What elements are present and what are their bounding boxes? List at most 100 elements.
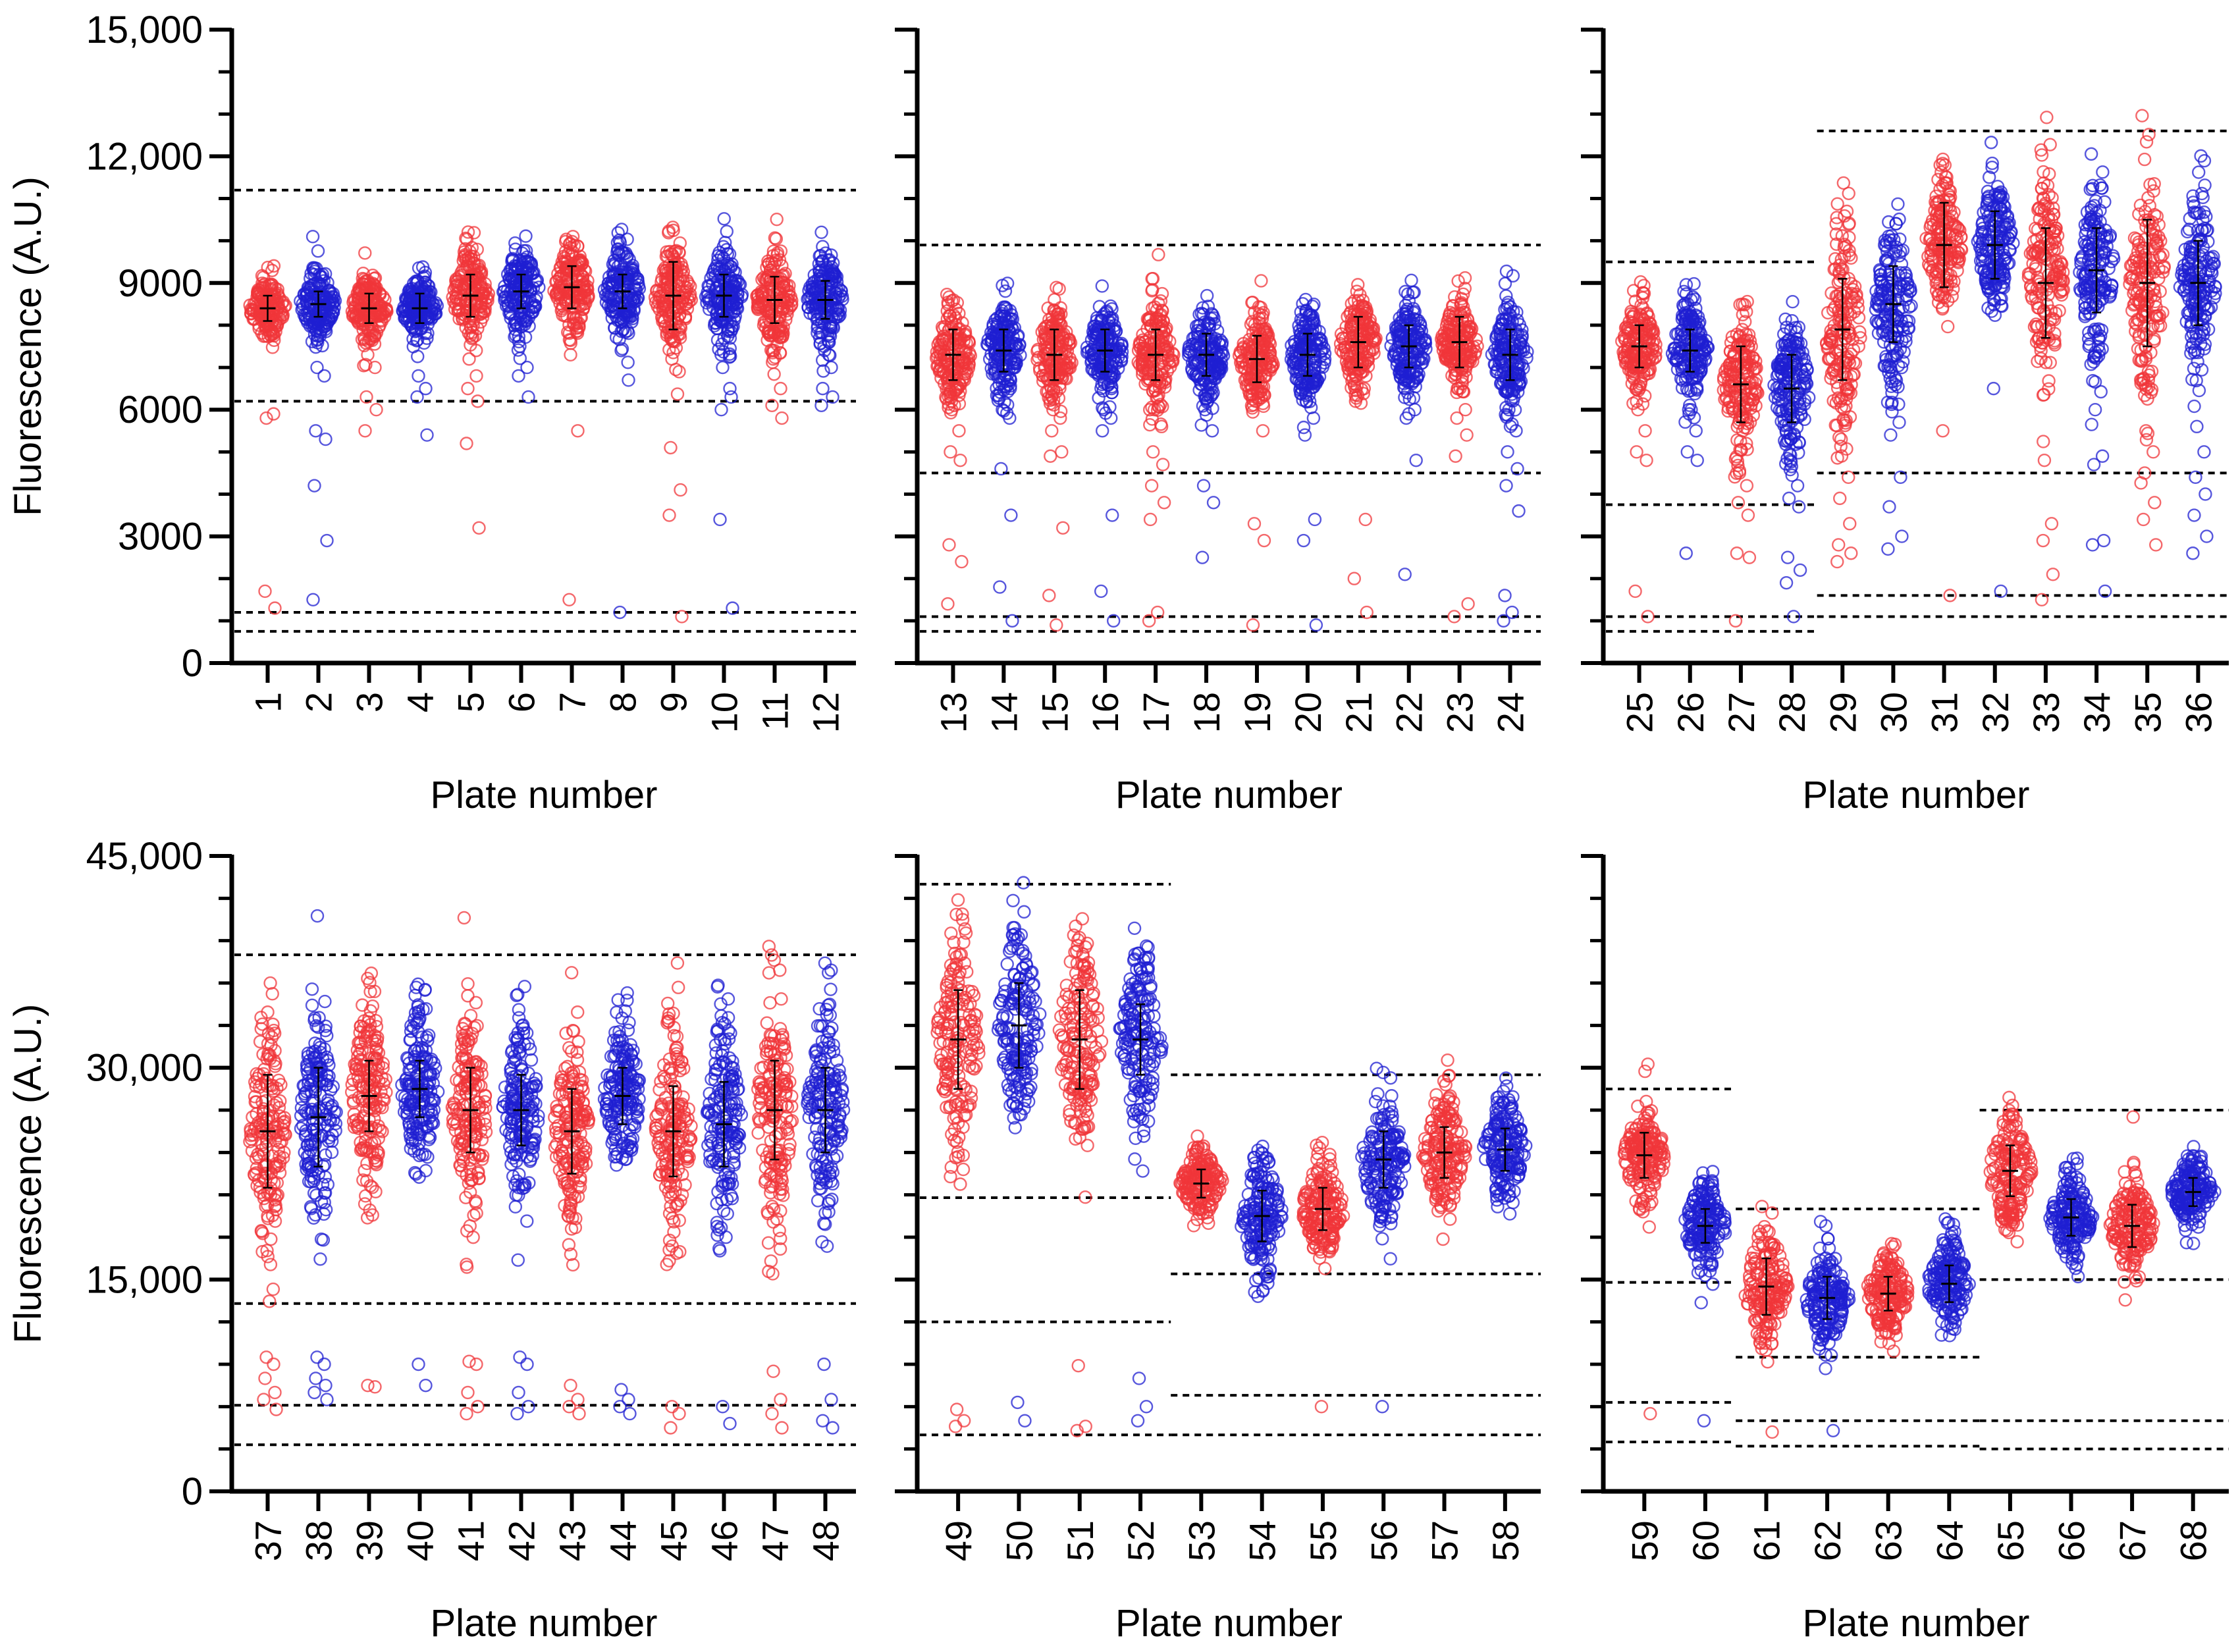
- plate-12-points: [801, 225, 849, 412]
- outlier-point: [1358, 512, 1372, 527]
- outlier-point: [1205, 424, 1219, 438]
- y-tick-label: 12,000: [86, 135, 203, 178]
- x-tick-label: 15: [1034, 692, 1075, 733]
- outlier-point: [1296, 533, 1311, 548]
- plate-13-points: [929, 287, 978, 611]
- outlier-point: [310, 360, 324, 375]
- outlier-point: [1450, 411, 1464, 425]
- data-point: [708, 316, 722, 331]
- plate-22-points: [1384, 273, 1433, 581]
- data-point: [402, 290, 415, 304]
- data-point: [612, 233, 626, 248]
- data-point: [255, 326, 269, 340]
- x-tick-label: 14: [983, 692, 1025, 733]
- plate-19-points: [1232, 274, 1280, 632]
- x-axis-label: Plate number: [1115, 774, 1343, 816]
- plate-6-points: [496, 229, 546, 404]
- data-point: [403, 288, 417, 303]
- data-point: [716, 251, 731, 265]
- data-point: [470, 242, 484, 257]
- outlier-point: [1640, 453, 1653, 467]
- outlier-point: [664, 440, 678, 455]
- outlier-point: [369, 403, 383, 417]
- data-point: [611, 242, 625, 256]
- data-point: [710, 307, 724, 321]
- data-point: [457, 250, 471, 264]
- x-tick-label: 22: [1389, 692, 1430, 733]
- plate-10-points: [699, 212, 749, 615]
- data-point: [706, 277, 720, 291]
- data-point: [399, 309, 413, 323]
- outlier-point: [1196, 479, 1211, 493]
- data-point: [611, 226, 625, 240]
- data-point: [358, 304, 372, 319]
- x-tick-label: 3: [349, 692, 390, 712]
- outlier-point: [1306, 411, 1321, 425]
- outlier-point: [1055, 445, 1069, 459]
- outlier-point: [562, 593, 576, 606]
- plate-14-points: [980, 277, 1027, 628]
- data-point: [732, 277, 746, 291]
- outlier-point: [460, 437, 473, 450]
- outlier-point: [716, 360, 730, 375]
- outlier-point: [513, 339, 527, 354]
- outlier-point: [1096, 424, 1109, 438]
- data-point: [294, 294, 307, 308]
- plate-8-points: [597, 223, 647, 620]
- outlier-point: [775, 411, 789, 425]
- data-point: [666, 346, 680, 360]
- data-point: [307, 267, 321, 282]
- data-point: [379, 304, 394, 318]
- outlier-point: [1679, 546, 1693, 560]
- data-point: [525, 266, 539, 280]
- data-point: [709, 281, 723, 295]
- plate-17-points: [1131, 248, 1181, 628]
- outlier-point: [309, 424, 323, 438]
- data-point: [604, 276, 618, 290]
- data-point: [514, 317, 527, 331]
- data-point: [660, 329, 674, 342]
- outlier-point: [564, 348, 577, 362]
- data-point: [359, 358, 373, 372]
- outlier-point: [942, 538, 956, 552]
- plate-23-points: [1434, 271, 1484, 624]
- outlier-point: [1004, 508, 1018, 522]
- outlier-point: [360, 390, 373, 404]
- outlier-point: [662, 508, 676, 522]
- data-point: [1145, 272, 1159, 286]
- outlier-point: [1628, 584, 1642, 599]
- x-tick-label: 1: [248, 692, 289, 712]
- outlier-point: [1247, 517, 1262, 531]
- outlier-point: [258, 584, 272, 599]
- outlier-point: [724, 390, 738, 404]
- x-tick-label: 4: [400, 692, 441, 712]
- data-point: [708, 290, 722, 304]
- data-point: [670, 387, 685, 401]
- data-point: [678, 280, 692, 294]
- outlier-point: [368, 360, 382, 375]
- data-point: [661, 321, 676, 335]
- outlier-point: [520, 360, 534, 375]
- data-point: [411, 350, 425, 363]
- data-point: [626, 311, 639, 326]
- outlier-point: [665, 352, 679, 366]
- data-point: [563, 291, 577, 305]
- x-axis-label: Plate number: [431, 774, 658, 816]
- x-tick-label: 20: [1287, 692, 1329, 733]
- outlier-point: [1143, 512, 1158, 527]
- outlier-point: [571, 424, 585, 438]
- data-point: [314, 309, 328, 323]
- y-tick-label: 15,000: [86, 9, 203, 51]
- outlier-point: [307, 479, 321, 493]
- outlier-point: [1005, 614, 1019, 628]
- data-point: [614, 223, 629, 236]
- outlier-point: [1256, 424, 1270, 438]
- outlier-point: [1638, 424, 1652, 438]
- plate-2-points: [294, 230, 342, 606]
- data-point: [626, 259, 640, 273]
- data-point: [662, 226, 676, 240]
- data-point: [474, 267, 489, 281]
- data-point: [549, 275, 563, 289]
- data-point: [563, 241, 577, 255]
- data-point: [519, 229, 533, 243]
